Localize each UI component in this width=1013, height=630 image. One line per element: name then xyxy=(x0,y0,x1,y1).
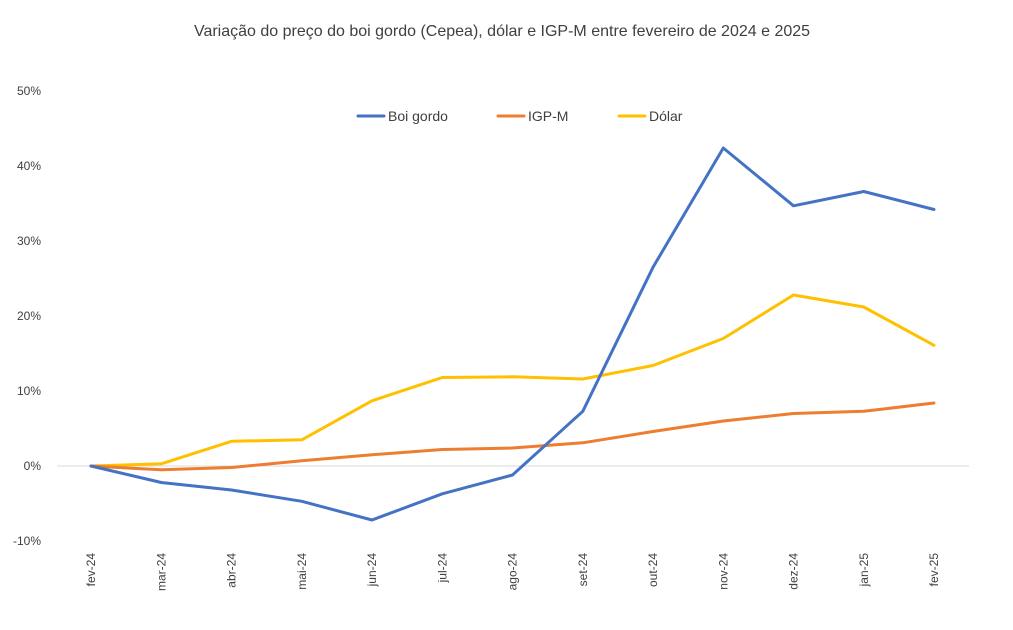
y-axis: -10% 0% 10% 20% 30% 40% 50% xyxy=(13,84,41,548)
legend: Boi gordo IGP-M Dólar xyxy=(356,108,683,124)
x-tick-label: fev-24 xyxy=(84,553,98,587)
y-tick-label: 30% xyxy=(17,234,41,248)
x-tick-label: nov-24 xyxy=(716,553,730,590)
legend-label: Boi gordo xyxy=(388,108,448,124)
y-tick-label: 10% xyxy=(17,384,41,398)
x-tick-label: jul-24 xyxy=(435,553,449,584)
series-group xyxy=(89,146,936,522)
legend-label: IGP-M xyxy=(528,108,568,124)
y-tick-label: 0% xyxy=(24,459,42,473)
x-tick-label: abr-24 xyxy=(225,553,239,588)
x-tick-label: set-24 xyxy=(576,553,590,587)
series-line-boi-gordo xyxy=(89,146,936,522)
x-tick-label: mai-24 xyxy=(295,553,309,590)
x-tick-label: out-24 xyxy=(646,553,660,587)
y-tick-label: 40% xyxy=(17,159,41,173)
y-tick-label: 20% xyxy=(17,309,41,323)
x-axis: fev-24 mar-24 abr-24 mai-24 jun-24 jul-24 ago-… xyxy=(57,465,969,591)
x-tick-label: ago-24 xyxy=(506,553,520,591)
y-tick-label: -10% xyxy=(13,534,41,548)
x-tick-label: dez-24 xyxy=(787,553,801,590)
series-line-igp-m xyxy=(89,401,936,472)
x-tick-label: mar-24 xyxy=(154,553,168,591)
series-line-d-lar xyxy=(89,293,936,468)
chart-title: Variação do preço do boi gordo (Cepea), … xyxy=(194,23,810,40)
x-tick-label: jun-24 xyxy=(365,553,379,588)
x-tick-label: jan-25 xyxy=(857,553,871,588)
y-tick-label: 50% xyxy=(17,84,41,98)
x-tick-label: fev-25 xyxy=(927,553,941,587)
legend-label: Dólar xyxy=(649,108,683,124)
